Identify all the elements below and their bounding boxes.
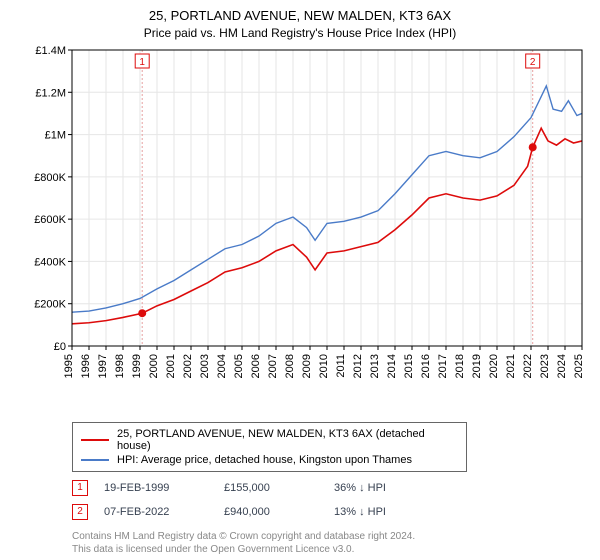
- svg-text:2007: 2007: [267, 354, 279, 378]
- svg-text:2008: 2008: [284, 354, 296, 378]
- svg-text:2003: 2003: [199, 354, 211, 378]
- chart-area: 1 2 £0 £200K £400K £600K £800K £1M £1.2M £1.4M 199…: [10, 46, 590, 416]
- chart-container: 25, PORTLAND AVENUE, NEW MALDEN, KT3 6AX…: [0, 0, 600, 560]
- svg-text:£1M: £1M: [45, 129, 66, 141]
- legend-label: 25, PORTLAND AVENUE, NEW MALDEN, KT3 6AX…: [117, 428, 458, 452]
- svg-text:£1.2M: £1.2M: [35, 87, 66, 99]
- svg-text:1997: 1997: [97, 354, 109, 378]
- svg-text:1: 1: [139, 57, 145, 68]
- svg-text:2021: 2021: [505, 354, 517, 378]
- svg-text:2022: 2022: [522, 354, 534, 378]
- svg-text:2013: 2013: [369, 354, 381, 378]
- chart-svg: 1 2 £0 £200K £400K £600K £800K £1M £1.2M £1.4M 199…: [10, 46, 590, 416]
- svg-text:£200K: £200K: [34, 298, 66, 310]
- svg-text:2023: 2023: [539, 354, 551, 378]
- footer-attribution: Contains HM Land Registry data © Crown c…: [72, 530, 590, 556]
- svg-text:2004: 2004: [216, 354, 228, 378]
- sale-delta: 13% ↓ HPI: [334, 506, 474, 518]
- svg-text:2005: 2005: [233, 354, 245, 378]
- chart-title: 25, PORTLAND AVENUE, NEW MALDEN, KT3 6AX: [10, 8, 590, 24]
- svg-text:2011: 2011: [335, 354, 347, 378]
- svg-text:2016: 2016: [420, 354, 432, 378]
- sale-date: 07-FEB-2022: [104, 506, 224, 518]
- chart-subtitle: Price paid vs. HM Land Registry's House …: [10, 26, 590, 40]
- svg-text:1999: 1999: [131, 354, 143, 378]
- svg-text:2018: 2018: [454, 354, 466, 378]
- svg-text:£600K: £600K: [34, 214, 66, 226]
- footer-line-1: Contains HM Land Registry data © Crown c…: [72, 530, 590, 543]
- svg-text:1998: 1998: [114, 354, 126, 378]
- sale-marker-icon: 2: [72, 504, 88, 520]
- svg-text:2024: 2024: [556, 354, 568, 378]
- sale-delta: 36% ↓ HPI: [334, 482, 474, 494]
- svg-text:2002: 2002: [182, 354, 194, 378]
- svg-text:2001: 2001: [165, 354, 177, 378]
- sale-row-1: 1 19-FEB-1999 £155,000 36% ↓ HPI: [72, 480, 590, 496]
- sale-price: £155,000: [224, 482, 334, 494]
- svg-text:2025: 2025: [573, 354, 585, 378]
- sale-price: £940,000: [224, 506, 334, 518]
- svg-text:2012: 2012: [352, 354, 364, 378]
- svg-text:£400K: £400K: [34, 256, 66, 268]
- sale-row-2: 2 07-FEB-2022 £940,000 13% ↓ HPI: [72, 504, 590, 520]
- legend: 25, PORTLAND AVENUE, NEW MALDEN, KT3 6AX…: [72, 422, 467, 472]
- legend-item-price-paid: 25, PORTLAND AVENUE, NEW MALDEN, KT3 6AX…: [81, 427, 458, 453]
- legend-item-hpi: HPI: Average price, detached house, King…: [81, 453, 458, 467]
- svg-text:2006: 2006: [250, 354, 262, 378]
- legend-swatch: [81, 459, 109, 461]
- svg-text:1996: 1996: [80, 354, 92, 378]
- svg-text:1995: 1995: [63, 354, 75, 378]
- sale-marker-icon: 1: [72, 480, 88, 496]
- svg-text:2015: 2015: [403, 354, 415, 378]
- svg-text:£1.4M: £1.4M: [35, 46, 66, 57]
- svg-text:2017: 2017: [437, 354, 449, 378]
- legend-swatch: [81, 439, 109, 441]
- footer-line-2: This data is licensed under the Open Gov…: [72, 543, 590, 556]
- svg-text:2009: 2009: [301, 354, 313, 378]
- legend-label: HPI: Average price, detached house, King…: [117, 454, 412, 466]
- svg-text:2020: 2020: [488, 354, 500, 378]
- svg-text:£0: £0: [54, 341, 66, 353]
- svg-text:2: 2: [530, 57, 536, 68]
- svg-text:2010: 2010: [318, 354, 330, 378]
- svg-text:2019: 2019: [471, 354, 483, 378]
- svg-text:£800K: £800K: [34, 171, 66, 183]
- svg-text:2000: 2000: [148, 354, 160, 378]
- svg-text:2014: 2014: [386, 354, 398, 378]
- sale-date: 19-FEB-1999: [104, 482, 224, 494]
